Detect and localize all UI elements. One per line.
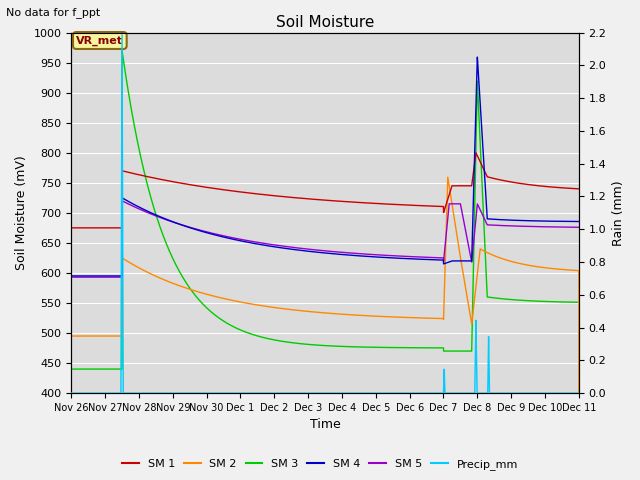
SM 4 [438,257,446,263]
SM 5 [67,274,75,280]
SM 1 [67,225,75,231]
SM 5 [240,237,248,243]
SM 2 [547,265,555,271]
Text: VR_met: VR_met [76,36,124,46]
SM 4 [554,218,561,224]
SM 4 [452,258,460,264]
SM 2 [438,316,446,322]
SM 3 [554,299,561,305]
Line: SM 4: SM 4 [71,57,579,276]
SM 3 [547,299,555,304]
Title: Soil Moisture: Soil Moisture [276,15,374,30]
SM 5 [118,198,126,204]
SM 3 [67,366,75,372]
SM 4 [474,54,481,60]
SM 4 [547,218,555,224]
SM 2 [444,174,452,180]
Precip_mm [67,390,75,396]
SM 3 [308,342,316,348]
Y-axis label: Soil Moisture (mV): Soil Moisture (mV) [15,156,28,270]
SM 1 [308,196,316,202]
X-axis label: Time: Time [310,419,340,432]
SM 5 [308,247,316,252]
SM 4 [240,239,248,244]
SM 2 [453,231,461,237]
SM 4 [575,218,582,224]
Precip_mm [308,390,316,396]
SM 5 [438,255,446,261]
Precip_mm [438,390,446,396]
Legend: SM 1, SM 2, SM 3, SM 4, SM 5, Precip_mm: SM 1, SM 2, SM 3, SM 4, SM 5, Precip_mm [118,455,522,474]
SM 4 [67,273,75,279]
SM 3 [453,348,461,354]
Precip_mm [547,390,555,396]
SM 2 [240,300,248,305]
SM 1 [472,150,480,156]
SM 2 [308,309,316,314]
SM 1 [575,186,582,192]
Precip_mm [575,390,582,396]
SM 2 [67,333,75,339]
SM 3 [118,48,126,53]
SM 1 [240,190,248,195]
SM 3 [438,345,446,351]
Line: Precip_mm: Precip_mm [71,35,579,393]
SM 2 [554,266,561,272]
SM 1 [452,183,460,189]
Precip_mm [554,390,561,396]
SM 3 [575,300,582,305]
SM 1 [554,185,561,191]
Line: SM 3: SM 3 [71,50,579,369]
SM 1 [438,204,446,209]
SM 5 [547,224,555,230]
Line: SM 5: SM 5 [71,201,579,277]
Precip_mm [453,390,461,396]
Text: No data for f_ppt: No data for f_ppt [6,7,100,18]
SM 3 [240,328,248,334]
Line: SM 2: SM 2 [71,177,579,480]
SM 5 [554,224,561,230]
SM 5 [453,201,461,207]
SM 5 [575,224,582,230]
SM 1 [547,184,555,190]
Y-axis label: Rain (mm): Rain (mm) [612,180,625,246]
Line: SM 1: SM 1 [71,153,579,228]
SM 4 [308,249,316,254]
Precip_mm [118,32,126,38]
Precip_mm [240,390,248,396]
